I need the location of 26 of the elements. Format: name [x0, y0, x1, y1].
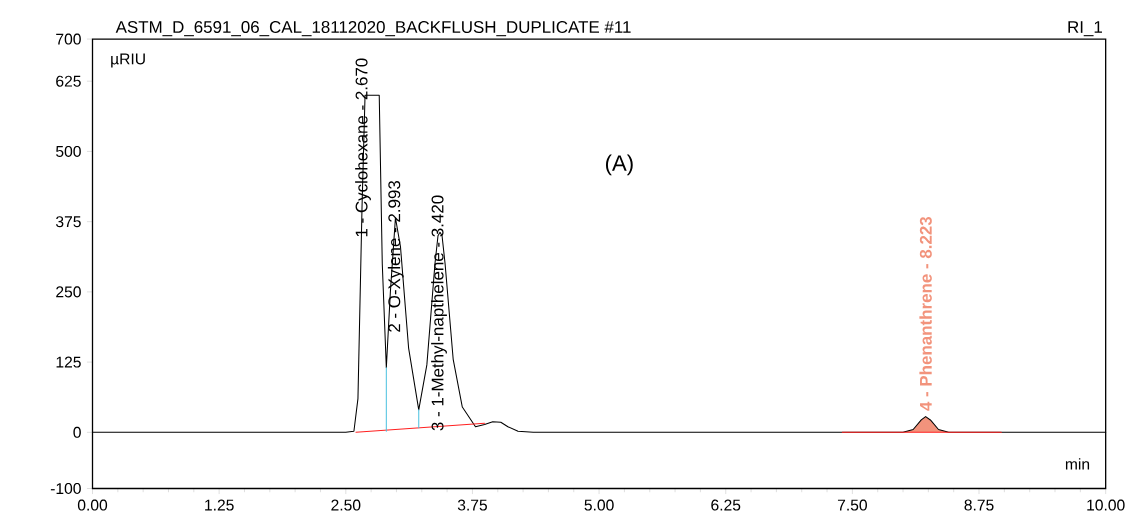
y-tick-label: 125 [56, 356, 81, 368]
x-tick-label: 7.50 [837, 499, 867, 511]
y-tick-label: 700 [56, 33, 81, 45]
annotation: 1 - Cyclohexane - 2.670 [355, 58, 371, 237]
x-tick-label: 2.50 [331, 499, 361, 511]
y-tick-label: 0 [73, 426, 81, 439]
y-tick-label: 250 [56, 286, 81, 298]
y-tick-label: 375 [55, 216, 81, 228]
y-tick-label: -100 [50, 483, 81, 495]
chart-subtitle: RI_1 [1068, 21, 1102, 37]
annotation: 2 - O-Xylene - 2.993 [387, 181, 404, 333]
annotation: 4 - Phenanthrene - 8.223 [919, 217, 932, 412]
x-axis-title: min [1065, 458, 1090, 470]
x-tick-label: 1.25 [205, 499, 234, 511]
x-tick-label: 3.75 [457, 499, 487, 511]
annotation: 3 - 1-Methyl-napthelene - 3.420 [431, 195, 447, 431]
x-tick-label: 10.00 [1087, 499, 1125, 511]
x-tick-label: 0.00 [77, 499, 108, 511]
y-axis-title: µRIU [111, 53, 145, 68]
y-tick-label: 500 [56, 146, 81, 158]
x-tick-label: 8.75 [964, 499, 994, 511]
x-tick-label: 6.25 [711, 499, 741, 511]
chart-title: ASTM_D_6591_06_CAL_18112020_BACKFLUSH_DUPLICATE #11 [115, 21, 631, 37]
x-tick-label: 5.00 [584, 499, 614, 511]
annotation: (A) [605, 154, 633, 176]
y-tick-label: 625 [56, 75, 81, 87]
